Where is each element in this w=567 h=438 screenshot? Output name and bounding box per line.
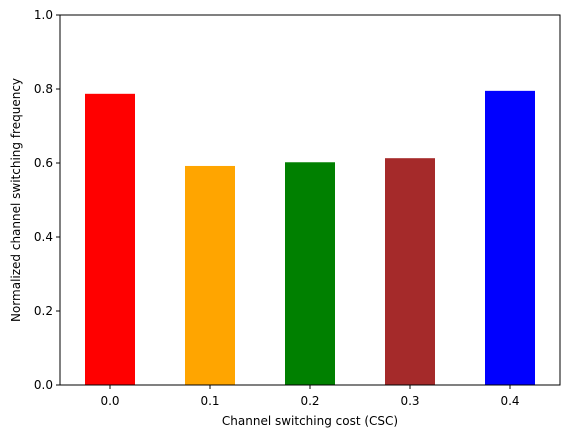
x-tick-label: 0.1: [200, 394, 219, 408]
bar-0.1: [185, 165, 235, 385]
x-tick-label: 0.0: [100, 394, 119, 408]
y-tick-label: 0.0: [34, 378, 53, 392]
y-axis-ticks: 0.0 0.2 0.4 0.6 0.8 1.0: [34, 8, 60, 392]
bars-group: [85, 90, 535, 385]
y-tick-label: 0.8: [34, 82, 53, 96]
x-tick-label: 0.4: [500, 394, 519, 408]
y-axis-label: Normalized channel switching frequency: [9, 78, 23, 322]
bar-0.3: [385, 158, 435, 385]
bar-0.2: [285, 162, 335, 385]
x-tick-label: 0.2: [300, 394, 319, 408]
x-axis-ticks: 0.0 0.1 0.2 0.3 0.4: [100, 385, 520, 408]
bar-0.4: [485, 90, 535, 385]
y-tick-label: 0.4: [34, 230, 53, 244]
x-tick-label: 0.3: [400, 394, 419, 408]
y-tick-label: 0.6: [34, 156, 53, 170]
y-tick-label: 1.0: [34, 8, 53, 22]
y-tick-label: 0.2: [34, 304, 53, 318]
bar-0.0: [85, 93, 135, 385]
x-axis-label: Channel switching cost (CSC): [222, 414, 398, 428]
